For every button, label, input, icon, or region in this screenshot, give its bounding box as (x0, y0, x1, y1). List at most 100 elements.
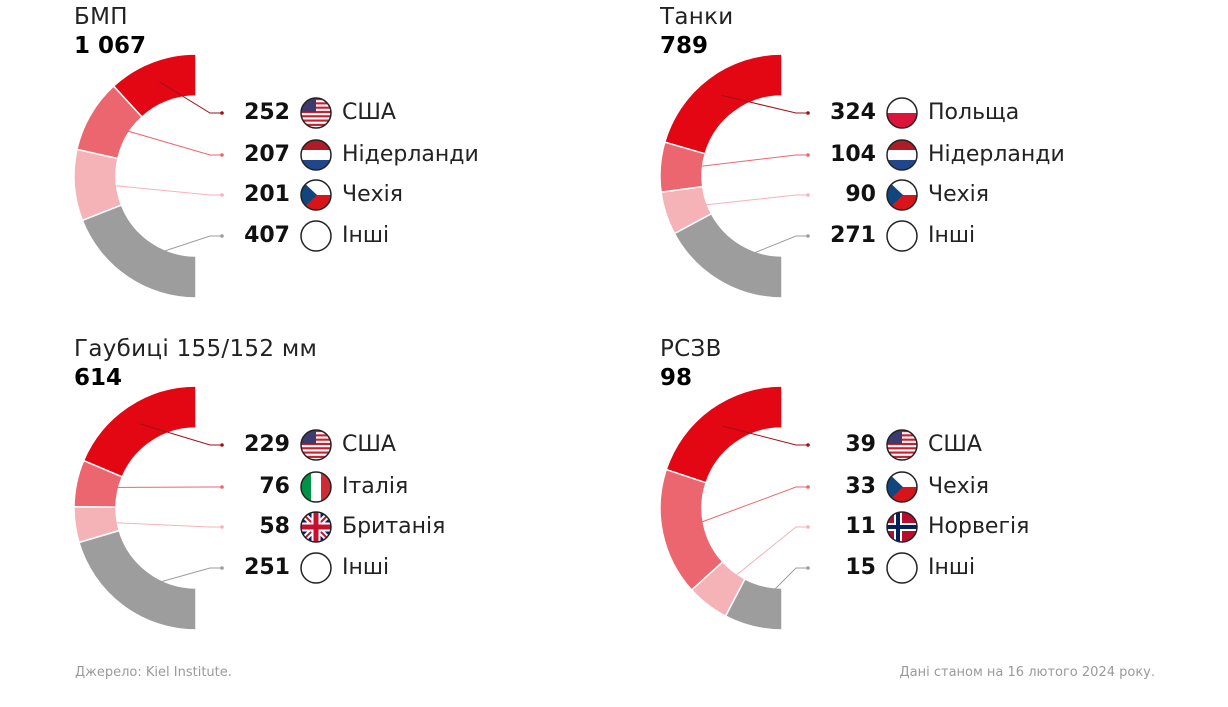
chart-title: РСЗВ (660, 336, 722, 362)
leader-dot (220, 443, 224, 447)
empty-flag-icon (299, 551, 333, 585)
half-donut-chart (73, 53, 224, 299)
leader-line (140, 423, 222, 446)
country-label: Італія (342, 474, 409, 499)
value-label: 39 (845, 432, 876, 457)
country-label: Британія (342, 514, 446, 539)
chart-panel: Танки 789 324 Польща 104 Нідерланди 90 Чехія 271… (646, 0, 1206, 320)
chart-total: 614 (74, 365, 123, 391)
country-label: Інші (928, 555, 976, 580)
country-label: Нідерланди (342, 142, 479, 167)
value-label: 201 (244, 182, 290, 207)
value-label: 90 (845, 182, 876, 207)
leader-dot (220, 234, 224, 238)
value-label: 251 (244, 555, 290, 580)
donut-segment (663, 53, 783, 155)
leader-line (95, 183, 222, 196)
leader-line (159, 81, 222, 114)
country-label: США (342, 432, 396, 457)
leader-dot (220, 566, 224, 570)
no-flag-icon (885, 510, 919, 544)
country-label: Чехія (928, 182, 989, 207)
leader-line (681, 154, 808, 170)
leader-dot (806, 193, 810, 197)
empty-flag-icon (885, 219, 919, 253)
leader-dot (806, 153, 810, 157)
it-flag-icon (299, 470, 333, 504)
donut-segment (673, 212, 783, 299)
value-label: 15 (845, 555, 876, 580)
donut-segment (81, 204, 197, 299)
donut-segment (724, 577, 783, 631)
value-label: 33 (845, 474, 876, 499)
chart-panel: БМП 1 067 252 США 207 Нідерланди 201 Чехія 407 Ін… (60, 0, 620, 320)
leader-line (138, 235, 222, 260)
nl-flag-icon (885, 138, 919, 172)
leader-dot (220, 153, 224, 157)
donut-segment (78, 529, 197, 631)
chart-panel: РСЗВ 98 39 США 33 Чехія 11 Норвегія 15 Інші (646, 332, 1206, 652)
value-label: 11 (845, 514, 876, 539)
leader-dot (220, 111, 224, 115)
country-label: Польща (928, 100, 1020, 125)
country-label: Норвегія (928, 514, 1030, 539)
chart-total: 1 067 (74, 33, 147, 59)
leader-dot (806, 566, 810, 570)
leader-dot (806, 443, 810, 447)
value-label: 76 (259, 474, 290, 499)
cz-flag-icon (885, 470, 919, 504)
half-donut-chart (659, 53, 810, 299)
leader-dot (220, 485, 224, 489)
empty-flag-icon (299, 219, 333, 253)
country-label: Інші (928, 223, 976, 248)
country-label: Чехія (928, 474, 989, 499)
country-label: США (342, 100, 396, 125)
value-label: 229 (244, 432, 290, 457)
pl-flag-icon (885, 96, 919, 130)
cz-flag-icon (299, 178, 333, 212)
leader-line (95, 521, 222, 528)
leader-line (729, 235, 808, 264)
leader-dot (806, 485, 810, 489)
leader-line (719, 526, 808, 589)
chart-title: Танки (660, 4, 734, 30)
empty-flag-icon (885, 551, 919, 585)
chart-total: 789 (660, 33, 709, 59)
value-label: 104 (830, 142, 876, 167)
value-label: 58 (259, 514, 290, 539)
leader-dot (806, 234, 810, 238)
usa-flag-icon (299, 96, 333, 130)
country-label: Чехія (342, 182, 403, 207)
country-label: Інші (342, 223, 390, 248)
half-donut-chart (73, 385, 224, 631)
donut-segment (665, 385, 783, 484)
gb-flag-icon (299, 510, 333, 544)
leader-line (685, 194, 808, 208)
value-label: 271 (830, 223, 876, 248)
chart-total: 98 (660, 365, 693, 391)
country-label: Інші (342, 555, 390, 580)
date-note: Дані станом на 16 лютого 2024 року. (899, 665, 1155, 680)
source-note: Джерело: Kiel Institute. (75, 665, 232, 680)
leader-dot (220, 525, 224, 529)
value-label: 252 (244, 100, 290, 125)
leader-line (108, 124, 222, 156)
leader-dot (806, 111, 810, 115)
leader-line (757, 567, 808, 607)
leader-line (683, 486, 808, 530)
leader-line (721, 94, 808, 114)
leader-dot (220, 193, 224, 197)
donut-segment (82, 385, 197, 478)
leader-dot (806, 525, 810, 529)
usa-flag-icon (299, 428, 333, 462)
chart-title: Гаубиці 155/152 мм (74, 336, 318, 362)
country-label: Нідерланди (928, 142, 1065, 167)
chart-title: БМП (74, 4, 128, 30)
leader-line (722, 425, 808, 446)
value-label: 407 (244, 223, 290, 248)
nl-flag-icon (299, 138, 333, 172)
cz-flag-icon (885, 178, 919, 212)
half-donut-chart (659, 385, 810, 631)
value-label: 207 (244, 142, 290, 167)
value-label: 324 (830, 100, 876, 125)
